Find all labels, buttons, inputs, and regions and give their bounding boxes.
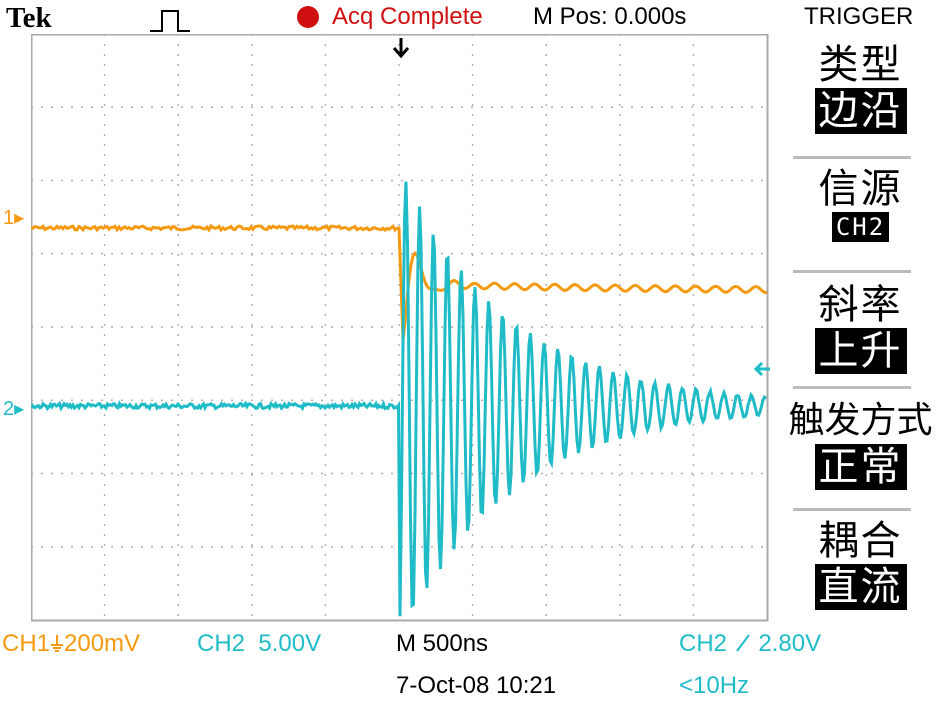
ch2-trace — [31, 181, 767, 617]
down-arrow-icon — [392, 38, 410, 59]
menu-separator — [793, 386, 911, 389]
ch1-trace — [31, 223, 767, 341]
ch2-label: CH2 — [197, 630, 246, 657]
menu-type-value: 边沿 — [814, 88, 907, 134]
menu-slope-label: 斜率 — [818, 282, 903, 328]
acq-status-text: Acq Complete — [332, 3, 483, 30]
trigger-readout: CH2 2.80V — [679, 630, 821, 658]
acq-status-indicator — [297, 6, 319, 28]
timebase-readout: M 500ns — [396, 630, 489, 657]
left-arrow-icon[interactable] — [752, 360, 772, 378]
menu-separator — [793, 508, 911, 511]
menu-coupling-label: 耦合 — [818, 518, 903, 564]
menu-source-label: 信源 — [818, 166, 903, 212]
menu-type[interactable]: 类型 边沿 — [776, 42, 945, 134]
pulse-icon — [150, 10, 190, 32]
waveform-display[interactable] — [31, 34, 771, 622]
rising-edge-icon — [735, 634, 750, 652]
freq-readout: <10Hz — [679, 672, 750, 699]
menu-title: TRIGGER — [804, 3, 914, 30]
menu-mode-value: 正常 — [814, 444, 907, 490]
graticule-border — [31, 34, 769, 622]
menu-type-label: 类型 — [818, 42, 903, 88]
ch1-marker[interactable]: 1▸ — [3, 207, 25, 229]
brand-logo: Tek — [6, 2, 52, 34]
date-readout: 7-Oct-08 10:21 — [396, 672, 557, 699]
menu-coupling[interactable]: 耦合 直流 — [776, 518, 945, 610]
trigger-source: CH2 — [679, 630, 728, 657]
ch2-readout: CH2 5.00V — [197, 630, 321, 658]
ch2-scale: 5.00V — [258, 630, 322, 657]
menu-mode-label: 触发方式 — [788, 400, 933, 441]
menu-separator — [793, 270, 911, 273]
ch1-label: CH1 — [2, 630, 51, 657]
menu-source-value: CH2 — [831, 212, 890, 242]
ch1-scale: 200mV — [64, 630, 141, 657]
trigger-level: 2.80V — [758, 630, 822, 657]
menu-slope-value: 上升 — [814, 328, 907, 374]
menu-source[interactable]: 信源 CH2 — [776, 166, 945, 242]
m-pos-readout: M Pos: 0.000s — [533, 3, 687, 30]
menu-separator — [793, 156, 911, 159]
ch2-marker[interactable]: 2▸ — [3, 398, 25, 420]
menu-coupling-value: 直流 — [814, 564, 907, 610]
menu-mode[interactable]: 触发方式 正常 — [776, 398, 945, 490]
ch1-readout: CH1 200mV — [2, 630, 140, 658]
ground-icon — [51, 635, 64, 652]
menu-slope[interactable]: 斜率 上升 — [776, 282, 945, 374]
